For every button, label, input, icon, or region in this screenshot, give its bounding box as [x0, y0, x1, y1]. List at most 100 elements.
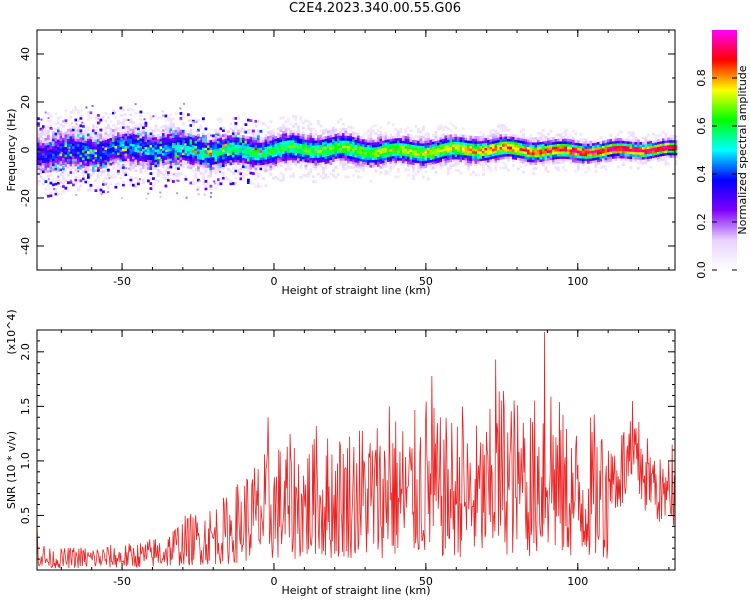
heatmap-cell [407, 143, 410, 147]
heatmap-cell [282, 146, 285, 149]
heatmap-cell [137, 144, 140, 148]
heatmap-cell [494, 157, 498, 161]
heatmap-cell [489, 161, 493, 165]
heatmap-cell [282, 176, 285, 179]
heatmap-cell [314, 130, 318, 134]
heatmap-cell [534, 157, 538, 160]
heatmap-cell [57, 191, 60, 195]
heatmap-cell [584, 158, 588, 162]
heatmap-cell [509, 141, 513, 145]
heatmap-cell [314, 165, 318, 169]
heatmap-cell [447, 127, 450, 131]
heatmap-cell [174, 129, 178, 133]
heatmap-cell [272, 164, 275, 168]
heatmap-cell [299, 138, 303, 142]
heatmap-cell [597, 141, 600, 145]
heatmap-cell [187, 133, 190, 137]
heatmap-cell [239, 137, 243, 141]
heatmap-cell [100, 193, 103, 196]
heatmap-cell [572, 159, 575, 163]
heatmap-cell [552, 154, 555, 158]
heatmap-cell [657, 139, 660, 142]
heatmap-cell [112, 161, 115, 165]
heatmap-cell [412, 149, 415, 153]
heatmap-cell [354, 142, 358, 145]
heatmap-cell [379, 141, 383, 144]
heatmap-cell [122, 163, 125, 167]
heatmap-cell [387, 161, 390, 165]
heatmap-cell [317, 137, 320, 141]
heatmap-cell [442, 133, 445, 137]
heatmap-cell [442, 161, 445, 164]
heatmap-cell [559, 153, 563, 157]
heatmap-cell [302, 151, 305, 155]
heatmap-cell [129, 143, 133, 147]
heatmap-cell [344, 135, 348, 139]
heatmap-cell [464, 160, 468, 163]
heatmap-cell [622, 148, 625, 151]
heatmap-cell [152, 162, 155, 165]
heatmap-cell [124, 143, 128, 147]
heatmap-cell [257, 182, 260, 186]
heatmap-cell [119, 126, 123, 130]
heatmap-cell [302, 158, 305, 162]
heatmap-cell [70, 122, 73, 125]
heatmap-cell [47, 124, 50, 128]
heatmap-cell [354, 137, 358, 140]
heatmap-cell [477, 141, 480, 144]
heatmap-cell [49, 186, 53, 190]
heatmap-cell [174, 172, 178, 175]
heatmap-cell [177, 172, 180, 175]
heatmap-cell [469, 135, 473, 139]
heatmap-cell [379, 158, 383, 162]
heatmap-cell [334, 151, 338, 154]
heatmap-cell [164, 132, 168, 135]
heatmap-cell [402, 155, 405, 159]
heatmap-cell [277, 165, 280, 168]
heatmap-cell [639, 154, 643, 158]
heatmap-cell [207, 132, 210, 136]
heatmap-cell [227, 145, 230, 149]
heatmap-cell [357, 137, 360, 141]
heatmap-cell [58, 160, 61, 163]
heatmap-cell [419, 138, 423, 141]
heatmap-cell [432, 144, 435, 147]
heatmap-cell [114, 150, 118, 154]
heatmap-cell [167, 148, 170, 152]
heatmap-cell [549, 142, 553, 146]
heatmap-cell [632, 136, 635, 140]
heatmap-cell [392, 140, 395, 144]
heatmap-cell [210, 192, 213, 194]
heatmap-cell [512, 141, 515, 145]
heatmap-cell [452, 141, 455, 145]
heatmap-cell [269, 147, 273, 151]
heatmap-cell [327, 140, 330, 144]
heatmap-cell [454, 134, 458, 137]
heatmap-cell [134, 156, 138, 160]
heatmap-cell [214, 158, 218, 162]
heatmap-cell [467, 150, 470, 154]
heatmap-cell [204, 170, 208, 173]
heatmap-cell [482, 150, 485, 154]
heatmap-cell [269, 155, 273, 159]
heatmap-cell [162, 140, 165, 144]
heatmap-cell [362, 161, 365, 165]
heatmap-cell [407, 158, 410, 162]
heatmap-cell [552, 141, 555, 145]
heatmap-cell [667, 150, 670, 153]
heatmap-cell [652, 140, 655, 144]
heatmap-cell [102, 152, 105, 156]
heatmap-cell [97, 186, 100, 190]
heatmap-cell [104, 134, 108, 138]
heatmap-cell [137, 134, 140, 138]
heatmap-cell [417, 137, 420, 141]
heatmap-cell [417, 165, 420, 169]
heatmap-cell [472, 145, 475, 149]
heatmap-cell [152, 159, 155, 163]
heatmap-cell [242, 165, 245, 168]
heatmap-cell [89, 168, 93, 172]
heatmap-cell [154, 156, 158, 160]
heatmap-cell [181, 147, 184, 150]
heatmap-cell [242, 150, 245, 153]
heatmap-cell [557, 156, 560, 159]
